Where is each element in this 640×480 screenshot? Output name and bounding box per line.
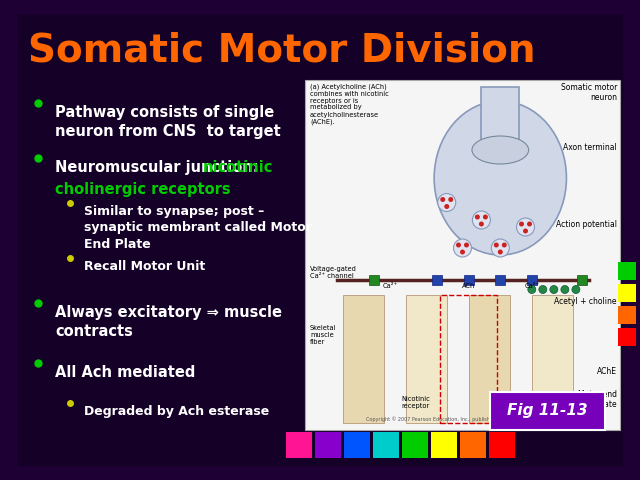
Ellipse shape <box>448 197 453 202</box>
Bar <box>618 284 636 302</box>
Bar <box>431 432 457 458</box>
Text: Axon terminal: Axon terminal <box>563 143 617 152</box>
Bar <box>406 295 447 423</box>
Bar <box>369 275 380 285</box>
Bar <box>489 432 515 458</box>
Bar <box>618 328 636 346</box>
Ellipse shape <box>472 211 490 229</box>
Bar <box>481 87 519 143</box>
Ellipse shape <box>502 242 507 248</box>
Text: (a) Acetylcholine (ACh)
combines with nicotinic
receptors or is
metabolized by
a: (a) Acetylcholine (ACh) combines with ni… <box>310 83 388 125</box>
Text: Fig 11-13: Fig 11-13 <box>507 404 588 419</box>
Text: Degraded by Ach esterase: Degraded by Ach esterase <box>84 405 269 418</box>
Ellipse shape <box>479 221 484 227</box>
Bar <box>577 275 588 285</box>
Text: Action potential: Action potential <box>556 220 617 229</box>
Bar <box>432 275 442 285</box>
Text: ACh: ACh <box>462 283 476 289</box>
Text: Nicotinic
receptor: Nicotinic receptor <box>401 396 429 409</box>
Bar <box>532 295 573 423</box>
Ellipse shape <box>454 239 472 257</box>
Text: cholinergic receptors: cholinergic receptors <box>55 182 230 197</box>
Bar <box>495 275 506 285</box>
Text: All Ach mediated: All Ach mediated <box>55 365 195 380</box>
Bar <box>305 80 620 430</box>
Ellipse shape <box>492 239 509 257</box>
Ellipse shape <box>472 136 529 164</box>
Ellipse shape <box>438 193 456 212</box>
Ellipse shape <box>483 215 488 219</box>
Text: Neuromuscular junction:: Neuromuscular junction: <box>55 160 264 175</box>
Text: Recall Motor Unit: Recall Motor Unit <box>84 260 205 273</box>
Bar <box>618 262 636 280</box>
Text: Somatic motor
neuron: Somatic motor neuron <box>561 83 617 102</box>
Ellipse shape <box>494 242 499 248</box>
Bar <box>460 432 486 458</box>
Text: Ca²⁺: Ca²⁺ <box>383 283 397 289</box>
Text: Somatic Motor Division: Somatic Motor Division <box>28 32 536 70</box>
Text: Voltage-gated
Ca²⁺ channel: Voltage-gated Ca²⁺ channel <box>310 265 357 278</box>
Ellipse shape <box>460 250 465 254</box>
Bar <box>315 432 341 458</box>
Ellipse shape <box>475 215 480 219</box>
Ellipse shape <box>498 250 503 254</box>
Ellipse shape <box>440 197 445 202</box>
Bar <box>440 295 497 423</box>
Ellipse shape <box>539 286 547 293</box>
Ellipse shape <box>572 286 580 293</box>
Bar <box>373 432 399 458</box>
Text: Always excitatory ⇒ muscle
contracts: Always excitatory ⇒ muscle contracts <box>55 305 282 339</box>
Bar <box>286 432 312 458</box>
Ellipse shape <box>523 228 528 233</box>
Text: Copyright © 2007 Pearson Education, Inc., publishing as Benjamin Cummings: Copyright © 2007 Pearson Education, Inc.… <box>367 416 557 422</box>
Text: Ca²⁺: Ca²⁺ <box>524 283 540 289</box>
Ellipse shape <box>528 286 536 293</box>
Bar <box>343 295 384 423</box>
Ellipse shape <box>434 101 566 255</box>
Ellipse shape <box>516 218 534 236</box>
Text: AChE: AChE <box>597 367 617 376</box>
Bar <box>468 295 509 423</box>
Ellipse shape <box>456 242 461 248</box>
Bar <box>490 392 605 430</box>
Text: Acetyl + choline: Acetyl + choline <box>554 297 617 306</box>
Ellipse shape <box>527 221 532 227</box>
Ellipse shape <box>444 204 449 209</box>
Bar <box>344 432 370 458</box>
Text: nicotinic: nicotinic <box>203 160 273 175</box>
Text: Motor end
plate: Motor end plate <box>578 390 617 409</box>
Text: Skeletal
muscle
fiber: Skeletal muscle fiber <box>310 325 337 345</box>
Bar <box>527 275 537 285</box>
Bar <box>618 306 636 324</box>
Ellipse shape <box>550 286 558 293</box>
Ellipse shape <box>561 286 569 293</box>
Text: Similar to synapse; post –
synaptic membrant called Motor
End Plate: Similar to synapse; post – synaptic memb… <box>84 205 312 251</box>
Ellipse shape <box>464 242 469 248</box>
Bar <box>464 275 474 285</box>
Ellipse shape <box>519 221 524 227</box>
Bar <box>402 432 428 458</box>
Text: Pathway consists of single
neuron from CNS  to target: Pathway consists of single neuron from C… <box>55 105 281 139</box>
